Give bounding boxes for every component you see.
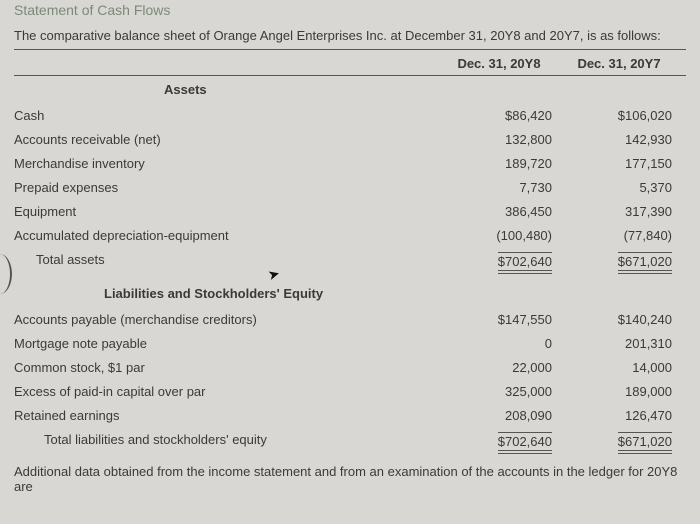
table-row: Equipment386,450317,390 [14, 199, 686, 223]
row-value-y7: 142,930 [566, 132, 686, 147]
column-header-row: Dec. 31, 20Y8 Dec. 31, 20Y7 [14, 50, 686, 75]
row-value-y8: $86,420 [446, 108, 566, 123]
row-value-y8: 325,000 [446, 384, 566, 399]
row-label: Merchandise inventory [14, 156, 446, 171]
intro-text: The comparative balance sheet of Orange … [14, 28, 686, 43]
page-title: Statement of Cash Flows [14, 0, 686, 18]
row-label: Total liabilities and stockholders' equi… [14, 432, 446, 454]
row-label: Excess of paid-in capital over par [14, 384, 446, 399]
row-value-y7: 5,370 [566, 180, 686, 195]
table-row: Cash$86,420$106,020 [14, 103, 686, 127]
row-value-y7: $671,020 [566, 432, 686, 454]
table-row: Accounts payable (merchandise creditors)… [14, 307, 686, 331]
row-value-y7: 201,310 [566, 336, 686, 351]
assets-rows: Cash$86,420$106,020Accounts receivable (… [14, 103, 686, 278]
row-value-y7: 14,000 [566, 360, 686, 375]
row-label: Cash [14, 108, 446, 123]
row-value-y8: (100,480) [446, 228, 566, 243]
row-value-y8: 208,090 [446, 408, 566, 423]
row-label: Mortgage note payable [14, 336, 446, 351]
row-value-y8: 132,800 [446, 132, 566, 147]
liabilities-rows: Accounts payable (merchandise creditors)… [14, 307, 686, 458]
table-row: Merchandise inventory189,720177,150 [14, 151, 686, 175]
row-label: Accounts receivable (net) [14, 132, 446, 147]
row-value-y7: 177,150 [566, 156, 686, 171]
table-row: Total liabilities and stockholders' equi… [14, 427, 686, 458]
row-value-y8: 22,000 [446, 360, 566, 375]
row-label: Prepaid expenses [14, 180, 446, 195]
row-value-y8: $702,640 [446, 252, 566, 274]
row-value-y8: 7,730 [446, 180, 566, 195]
footer-text: Additional data obtained from the income… [14, 464, 686, 494]
row-label: Total assets [14, 252, 446, 274]
table-row: Accounts receivable (net)132,800142,930 [14, 127, 686, 151]
row-label: Equipment [14, 204, 446, 219]
row-value-y8: $702,640 [446, 432, 566, 454]
row-value-y7: $140,240 [566, 312, 686, 327]
table-row: Retained earnings208,090126,470 [14, 403, 686, 427]
row-value-y8: 0 [446, 336, 566, 351]
row-value-y7: (77,840) [566, 228, 686, 243]
section-liabilities: Liabilities and Stockholders' Equity [14, 278, 686, 307]
table-row: Total assets$702,640$671,020 [14, 247, 686, 278]
row-value-y8: 189,720 [446, 156, 566, 171]
table-row: Excess of paid-in capital over par325,00… [14, 379, 686, 403]
row-value-y7: 317,390 [566, 204, 686, 219]
row-label: Accounts payable (merchandise creditors) [14, 312, 446, 327]
row-label: Retained earnings [14, 408, 446, 423]
row-value-y7: $106,020 [566, 108, 686, 123]
row-label: Common stock, $1 par [14, 360, 446, 375]
row-value-y8: $147,550 [446, 312, 566, 327]
row-value-y8: 386,450 [446, 204, 566, 219]
row-label: Accumulated depreciation-equipment [14, 228, 446, 243]
row-value-y7: 126,470 [566, 408, 686, 423]
row-value-y7: 189,000 [566, 384, 686, 399]
table-row: Mortgage note payable0201,310 [14, 331, 686, 355]
table-row: Prepaid expenses7,7305,370 [14, 175, 686, 199]
section-assets: Assets [14, 76, 686, 103]
table-row: Accumulated depreciation-equipment(100,4… [14, 223, 686, 247]
left-arc-decoration [0, 254, 12, 294]
col-header-y7: Dec. 31, 20Y7 [566, 56, 686, 71]
col-header-y8: Dec. 31, 20Y8 [446, 56, 566, 71]
table-row: Common stock, $1 par22,00014,000 [14, 355, 686, 379]
row-value-y7: $671,020 [566, 252, 686, 274]
